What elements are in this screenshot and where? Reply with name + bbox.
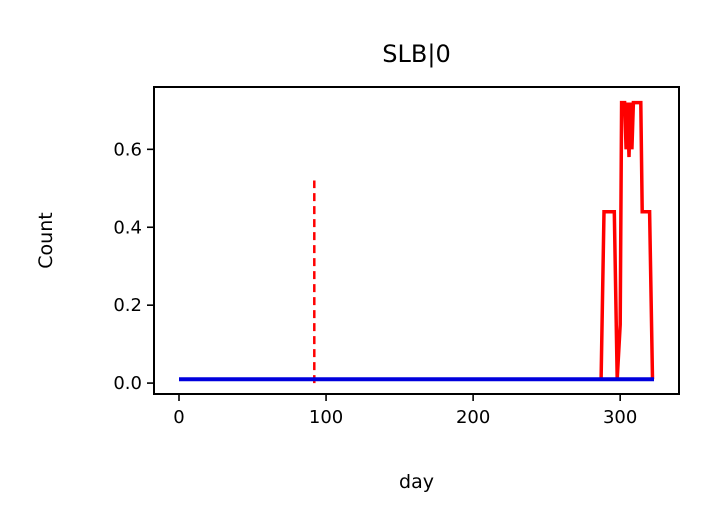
y-tick-label: 0.2	[113, 295, 142, 316]
axes-frame	[153, 86, 680, 395]
y-axis-ticks: 0.0 0.2 0.4 0.6	[113, 139, 154, 394]
x-tick-label: 100	[309, 407, 343, 428]
x-axis-label: day	[399, 471, 434, 493]
x-tick-label: 300	[603, 407, 637, 428]
y-tick-label: 0.0	[113, 373, 142, 394]
y-axis-label: Count	[35, 212, 57, 268]
x-tick-label: 200	[456, 407, 490, 428]
x-axis-ticks: 0 100 200 300	[173, 394, 637, 428]
y-tick-label: 0.4	[113, 217, 142, 238]
chart-title: SLB|0	[382, 40, 450, 68]
x-tick-label: 0	[173, 407, 184, 428]
series-line-0	[599, 100, 655, 380]
y-tick-label: 0.6	[113, 139, 142, 160]
plot-area	[179, 100, 655, 384]
